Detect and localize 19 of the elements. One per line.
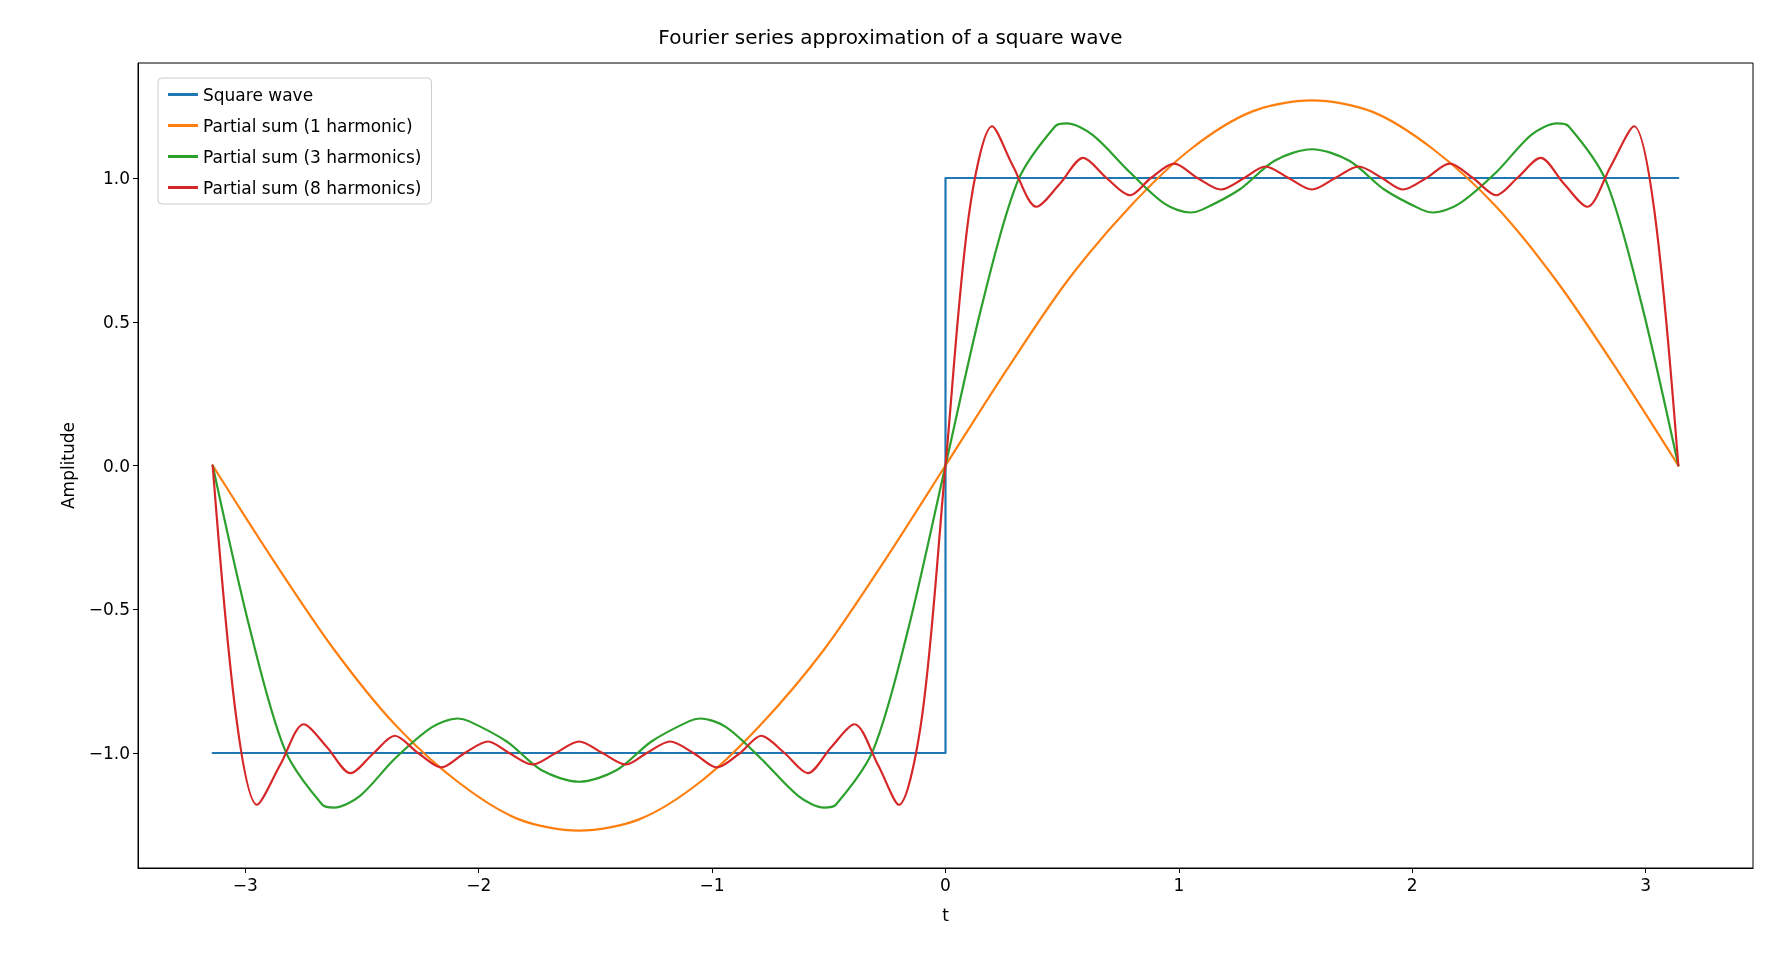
y-tick-label: −1.0 (88, 743, 130, 763)
legend-label: Square wave (203, 84, 314, 105)
x-tick-label: −3 (232, 874, 258, 895)
chart-title: Fourier series approximation of a square wave (658, 25, 1123, 49)
x-tick-label: −1 (699, 874, 725, 895)
x-tick-label: −2 (466, 874, 492, 895)
y-tick-label: 0.0 (102, 455, 130, 476)
x-tick-label: 3 (1640, 874, 1652, 895)
x-axis-title: t (942, 904, 950, 925)
legend-label: Partial sum (3 harmonics) (203, 146, 422, 167)
x-tick-label: 1 (1173, 874, 1185, 895)
y-axis-title: Amplitude (57, 421, 78, 510)
legend-label: Partial sum (8 harmonics) (203, 177, 422, 198)
y-tick-label: 0.5 (102, 311, 130, 332)
y-tick-label: 1.0 (102, 168, 130, 188)
y-tick-label: −0.5 (88, 599, 130, 620)
x-tick-label: 2 (1406, 874, 1418, 895)
legend-label: Partial sum (1 harmonic) (203, 115, 413, 136)
x-tick-label: 0 (940, 874, 951, 895)
